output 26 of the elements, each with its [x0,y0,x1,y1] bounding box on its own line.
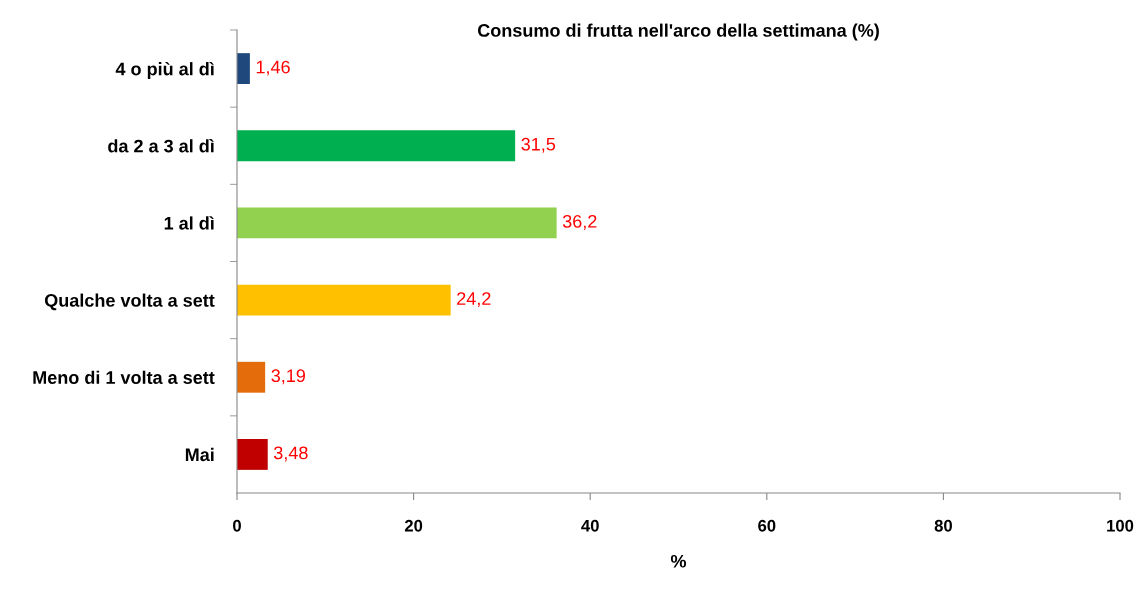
bar [237,438,268,470]
bar [237,207,557,239]
y-tick-label: 1 al dì [164,216,214,230]
y-tick-label: da 2 a 3 al dì [108,139,214,153]
x-tick-label: 80 [934,519,952,532]
y-tick-label: 4 o più al dì [115,61,214,79]
chart-title: Consumo di frutta nell'arco della settimana (%) [477,23,879,41]
data-label: 3,19 [271,369,306,385]
data-label: 31,5 [521,137,556,153]
data-label: 24,2 [457,292,491,308]
y-tick-label: Meno di 1 volta a sett [33,370,215,384]
y-tick-label: Qualche volta a sett [44,293,215,311]
data-label: 1,46 [256,60,290,76]
x-tick-label: 0 [233,519,241,532]
x-tick-label: 100 [1107,519,1134,532]
x-tick-label: 40 [581,519,599,532]
bar [237,53,250,85]
data-label: 3,48 [273,446,308,462]
y-tick-label: Mai [185,447,214,462]
bar [237,361,266,393]
x-tick-label: 60 [758,519,776,532]
x-axis-title: % [670,554,687,568]
x-tick-label: 20 [404,519,423,532]
bar [237,284,451,316]
bar [237,130,516,162]
data-label: 36,2 [562,214,597,230]
